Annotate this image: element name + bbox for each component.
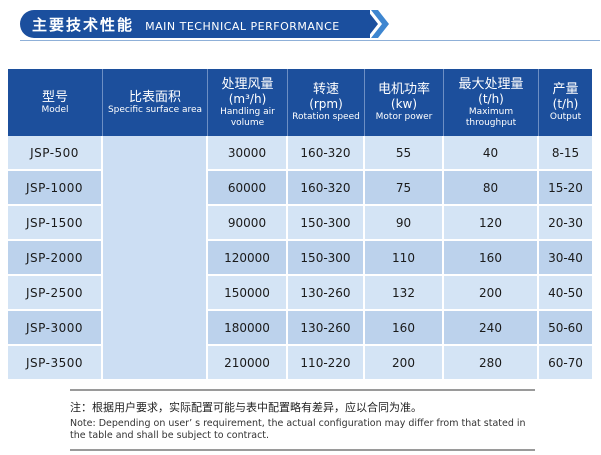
cell-motor-power: 110 [365,241,444,276]
table-row: JSP-3000 180000 130-260 160 240 50-60 [8,311,592,346]
cell-rotation-speed: 130-260 [288,276,365,311]
table-row: JSP-1000 60000 160-320 75 80 15-20 [8,171,592,206]
cell-max-throughput: 80 [444,171,539,206]
cell-air-volume: 30000 [208,136,288,171]
header-rule [20,40,600,41]
cell-motor-power: 160 [365,311,444,346]
footnote-zh: 注：根据用户要求，实际配置可能与表中配置略有差异，应以合同为准。 [70,401,422,414]
table-header-row: 型号 Model 比表面积 Specific surface area 处理风量… [8,69,592,136]
cell-model: JSP-2000 [8,241,103,276]
cell-output: 30-40 [539,241,592,276]
cell-air-volume: 180000 [208,311,288,346]
cell-rotation-speed: 150-300 [288,206,365,241]
cell-model: JSP-1500 [8,206,103,241]
cell-max-throughput: 160 [444,241,539,276]
section-title-zh: 主要技术性能 [32,16,135,34]
cell-max-throughput: 200 [444,276,539,311]
footnote: 注：根据用户要求，实际配置可能与表中配置略有差异，应以合同为准。 Note: D… [70,399,535,442]
cell-output: 50-60 [539,311,592,346]
table-row: JSP-3500 210000 110-220 200 280 60-70 [8,346,592,381]
col-header-air-volume: 处理风量 (m³/h) Handling air volume [208,69,288,136]
cell-motor-power: 55 [365,136,444,171]
cell-model: JSP-3000 [8,311,103,346]
table-row: JSP-2000 120000 150-300 110 160 30-40 [8,241,592,276]
cell-max-throughput: 40 [444,136,539,171]
note-bottom-divider [70,449,535,451]
col-header-model: 型号 Model [8,69,103,136]
cell-output: 40-50 [539,276,592,311]
table-row: JSP-2500 150000 130-260 132 200 40-50 [8,276,592,311]
cell-motor-power: 75 [365,171,444,206]
footnote-en: Note: Depending on user’ s requirement, … [70,418,526,441]
double-chevron-icon [358,10,389,38]
cell-air-volume: 60000 [208,171,288,206]
cell-motor-power: 132 [365,276,444,311]
cell-surface-area [103,136,208,381]
cell-output: 60-70 [539,346,592,381]
cell-model: JSP-2500 [8,276,103,311]
cell-rotation-speed: 130-260 [288,311,365,346]
col-header-motor-power: 电机功率 (kw) Motor power [365,69,444,136]
cell-model: JSP-1000 [8,171,103,206]
col-header-surface-area: 比表面积 Specific surface area [103,69,208,136]
cell-air-volume: 90000 [208,206,288,241]
cell-air-volume: 210000 [208,346,288,381]
cell-max-throughput: 280 [444,346,539,381]
cell-output: 15-20 [539,171,592,206]
section-title-en: MAIN TECHNICAL PERFORMANCE [145,20,340,33]
section-header: 主要技术性能 MAIN TECHNICAL PERFORMANCE [20,10,370,38]
table-row: JSP-500 30000 160-320 55 40 8-15 [8,136,592,381]
table-row: JSP-1500 90000 150-300 90 120 20-30 [8,206,592,241]
cell-rotation-speed: 150-300 [288,241,365,276]
cell-output: 8-15 [539,136,592,171]
cell-model: JSP-500 [8,136,103,171]
cell-rotation-speed: 160-320 [288,136,365,171]
note-top-divider [70,389,535,391]
cell-model: JSP-3500 [8,346,103,381]
cell-rotation-speed: 110-220 [288,346,365,381]
col-header-output: 产量 (t/h) Output [539,69,592,136]
cell-max-throughput: 120 [444,206,539,241]
cell-motor-power: 200 [365,346,444,381]
cell-motor-power: 90 [365,206,444,241]
technical-performance-table: 型号 Model 比表面积 Specific surface area 处理风量… [8,69,592,381]
col-header-max-throughput: 最大处理量 (t/h) Maximum throughput [444,69,539,136]
cell-output: 20-30 [539,206,592,241]
cell-max-throughput: 240 [444,311,539,346]
cell-air-volume: 120000 [208,241,288,276]
cell-rotation-speed: 160-320 [288,171,365,206]
cell-air-volume: 150000 [208,276,288,311]
col-header-rotation-speed: 转速 (rpm) Rotation speed [288,69,365,136]
